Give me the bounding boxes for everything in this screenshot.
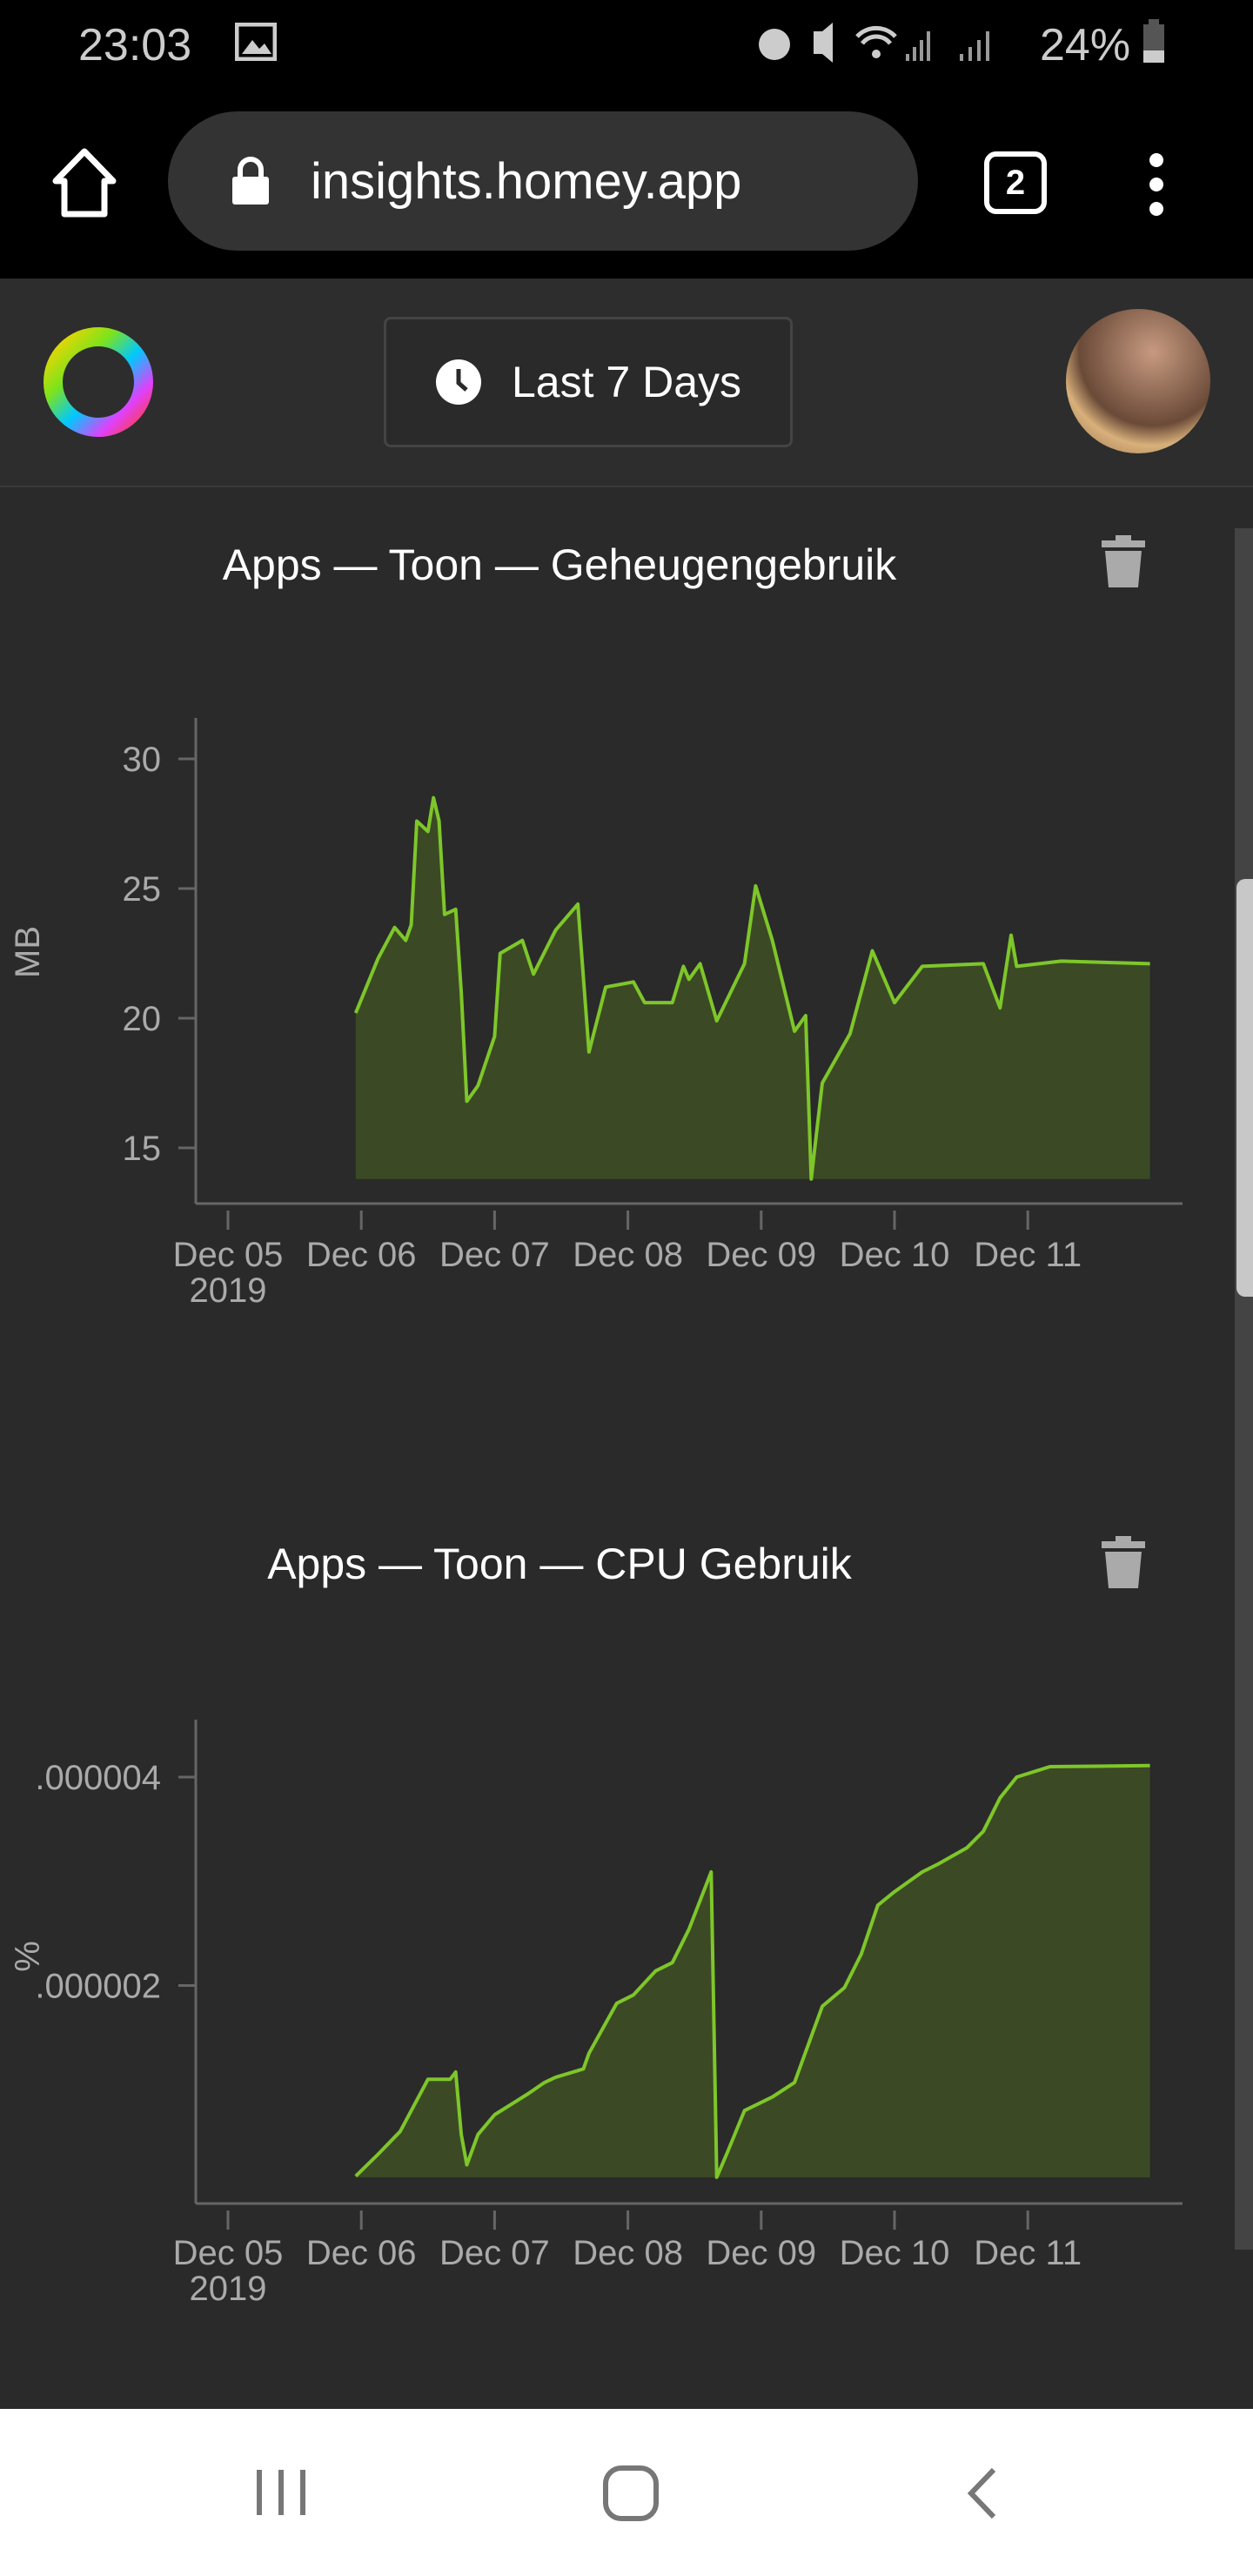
y-tick-label: 15 [123, 1130, 162, 1168]
x-tick-label: Dec 07 [439, 1236, 550, 1274]
home-icon[interactable] [602, 2465, 660, 2522]
chart-title: Apps — Toon — CPU Gebruik [267, 1540, 852, 1588]
y-axis-label: MB [9, 926, 47, 978]
series-line [354, 1763, 1150, 2179]
memory-chart: 30 25 20 15 Dec 05 Dec 06 Dec 07 Dec 08 Dec 09 De… [9, 718, 1183, 1310]
gallery-icon [235, 23, 277, 61]
x-tick-label: Dec 06 [306, 1236, 417, 1274]
trash-icon[interactable] [1098, 1536, 1149, 1590]
x-tick-year: 2019 [190, 2270, 267, 2308]
x-tick-label: Dec 07 [439, 2234, 550, 2272]
address-bar[interactable]: insights.homey.app [168, 111, 918, 251]
signal-icon [960, 31, 989, 61]
android-nav-bar [0, 2409, 1253, 2576]
x-tick-label: Dec 08 [573, 2234, 683, 2272]
tab-count: 2 [1005, 163, 1026, 202]
clock-time: 23:03 [78, 20, 192, 70]
y-axis-label: % [9, 1941, 47, 1972]
x-tick-label: Dec 05 [173, 1236, 284, 1274]
y-tick-label: 25 [123, 870, 162, 909]
clock-icon [435, 359, 481, 405]
lock-icon [232, 157, 269, 205]
status-icons [759, 23, 930, 63]
more-icon[interactable] [1143, 151, 1169, 218]
homey-logo[interactable] [40, 324, 157, 440]
app-header: Last 7 Days [0, 278, 1253, 487]
chart-title: Apps — Toon — Geheugengebruik [222, 540, 897, 589]
browser-toolbar: insights.homey.app 2 [0, 91, 1253, 278]
x-tick-label: Dec 10 [840, 2234, 950, 2272]
x-tick-label: Dec 09 [706, 2234, 816, 2272]
y-tick-label: .000002 [35, 1968, 161, 2006]
url-text: insights.homey.app [311, 152, 742, 210]
tabs-button[interactable]: 2 [984, 151, 1047, 214]
y-tick-label: 30 [123, 741, 162, 779]
x-tick-label: Dec 06 [306, 2234, 417, 2272]
wifi-icon [855, 25, 897, 45]
x-tick-label: Dec 11 [974, 2234, 1082, 2272]
x-tick-year: 2019 [190, 1271, 267, 1310]
avatar[interactable] [1066, 309, 1210, 453]
home-icon[interactable] [50, 146, 118, 219]
scrollbar-thumb[interactable] [1236, 879, 1253, 1297]
series-line [353, 795, 1150, 1181]
cpu-chart: .000004 .000002 Dec 05 Dec 06 Dec 07 Dec 08 De… [9, 1720, 1183, 2308]
back-icon[interactable] [964, 2466, 999, 2520]
recents-icon[interactable] [252, 2466, 310, 2519]
time-range-button[interactable]: Last 7 Days [384, 317, 793, 447]
x-tick-label: Dec 11 [974, 1236, 1082, 1274]
signal-icon [906, 31, 930, 61]
x-tick-label: Dec 10 [840, 1236, 950, 1274]
y-tick-label: .000004 [35, 1759, 161, 1797]
x-tick-label: Dec 08 [573, 1236, 683, 1274]
battery-level: 24% [1040, 20, 1131, 70]
trash-icon[interactable] [1098, 535, 1149, 589]
x-tick-label: Dec 05 [173, 2234, 284, 2272]
battery-icon [1143, 19, 1164, 63]
mute-icon [814, 23, 833, 63]
x-tick-label: Dec 09 [706, 1236, 816, 1274]
area-fill [355, 797, 1150, 1179]
alarm-icon [759, 29, 790, 60]
y-tick-label: 20 [123, 1000, 162, 1038]
status-bar: 23:03 24% [0, 0, 1253, 91]
time-range-label: Last 7 Days [511, 358, 741, 406]
area-fill [355, 1765, 1150, 2177]
